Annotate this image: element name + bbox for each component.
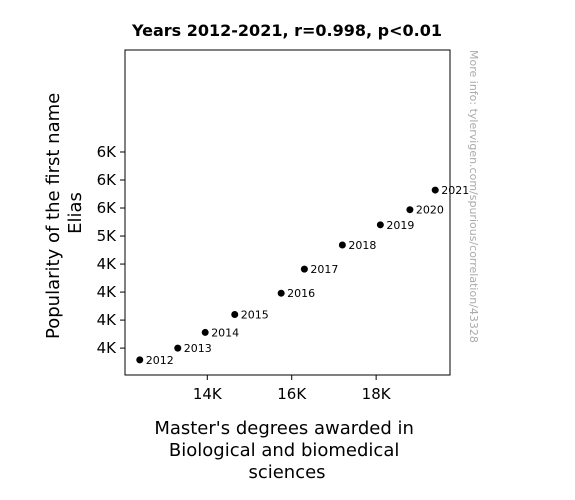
point-label: 2015 bbox=[241, 308, 269, 321]
y-tick-label: 4K bbox=[97, 283, 118, 301]
point-label: 2021 bbox=[441, 184, 469, 197]
data-point bbox=[406, 206, 414, 214]
x-tick-label: 16K bbox=[277, 385, 307, 403]
y-tick-label: 4K bbox=[97, 255, 118, 273]
x-axis: 14K 16K 18K bbox=[193, 375, 392, 403]
y-tick-label: 5K bbox=[97, 227, 118, 245]
plot-area bbox=[124, 49, 451, 376]
data-point bbox=[231, 310, 239, 318]
point-label: 2020 bbox=[416, 204, 444, 217]
y-tick-label: 4K bbox=[97, 339, 118, 357]
chart-title: Years 2012-2021, r=0.998, p<0.01 bbox=[131, 21, 442, 40]
data-point bbox=[174, 344, 182, 352]
y-tick-label: 6K bbox=[97, 199, 118, 217]
x-tick-label: 14K bbox=[193, 385, 223, 403]
data-point bbox=[338, 241, 346, 249]
data-point bbox=[300, 265, 308, 273]
x-axis-label: Master's degrees awarded in Biological a… bbox=[154, 418, 419, 483]
data-point bbox=[277, 289, 285, 297]
y-tick-label: 6K bbox=[97, 143, 118, 161]
data-point bbox=[201, 328, 209, 336]
watermark-text: More info: tylervigen.com/spurious/corre… bbox=[467, 50, 480, 343]
y-tick-label: 4K bbox=[97, 311, 118, 329]
y-axis: 4K 4K 4K 4K 5K 6K 6K 6K bbox=[97, 143, 125, 357]
data-point bbox=[376, 221, 384, 229]
point-label: 2014 bbox=[211, 326, 239, 339]
data-point bbox=[136, 356, 144, 364]
y-tick-label: 6K bbox=[97, 171, 118, 189]
point-label: 2019 bbox=[386, 219, 414, 232]
point-label: 2016 bbox=[287, 287, 315, 300]
point-label: 2013 bbox=[184, 342, 212, 355]
point-label: 2017 bbox=[310, 263, 338, 276]
y-axis-label: Popularity of the first name Elias bbox=[43, 87, 86, 339]
data-point bbox=[431, 186, 439, 194]
point-label: 2012 bbox=[146, 354, 174, 367]
point-label: 2018 bbox=[348, 239, 376, 252]
x-tick-label: 18K bbox=[362, 385, 392, 403]
